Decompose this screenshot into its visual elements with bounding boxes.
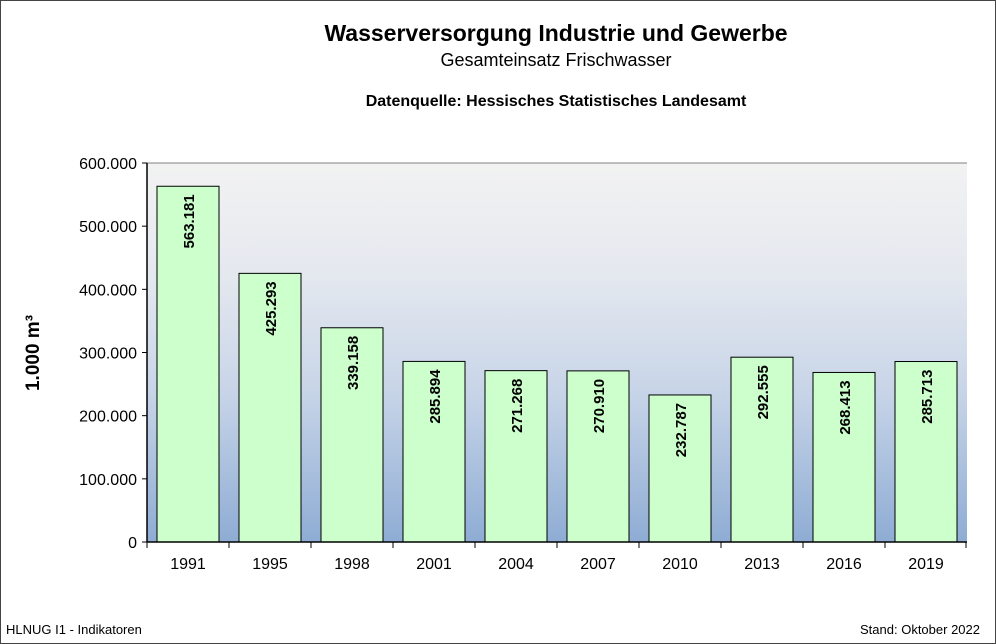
data-label: 425.293: [263, 281, 280, 335]
x-tick-label: 1991: [170, 556, 206, 573]
bar: [238, 272, 302, 543]
footer-left: HLNUG I1 - Indikatoren: [6, 622, 142, 637]
data-label: 270.910: [591, 379, 608, 433]
data-label: 292.555: [755, 365, 772, 419]
footer-right: Stand: Oktober 2022: [860, 622, 980, 637]
y-tick-label: 0: [128, 535, 137, 552]
chart-subtitle: Gesamteinsatz Frischwasser: [440, 50, 672, 70]
data-label: 563.181: [181, 194, 198, 248]
data-label: 271.268: [509, 379, 526, 433]
y-tick-label: 200.000: [79, 409, 137, 426]
data-label: 268.413: [837, 380, 854, 434]
x-tick-label: 2010: [662, 556, 698, 573]
x-tick-label: 2007: [580, 556, 616, 573]
bar: [648, 394, 712, 543]
bar: [402, 360, 466, 543]
chart-title: Wasserversorgung Industrie und Gewerbe: [324, 20, 788, 46]
bar: [484, 370, 548, 543]
bar: [566, 370, 630, 543]
x-tick-label: 1998: [334, 556, 370, 573]
bar: [812, 371, 876, 543]
x-tick-label: 2013: [744, 556, 780, 573]
bar: [320, 327, 384, 543]
x-tick-label: 2016: [826, 556, 862, 573]
data-label: 285.894: [427, 369, 444, 424]
bar: [730, 356, 794, 543]
bar: [894, 361, 958, 543]
x-tick-label: 1995: [252, 556, 288, 573]
x-tick-label: 2004: [498, 556, 534, 573]
data-label: 339.158: [345, 336, 362, 390]
x-tick-label: 2001: [416, 556, 452, 573]
data-label: 285.713: [919, 370, 936, 424]
y-tick-label: 300.000: [79, 346, 137, 363]
x-tick-label: 2019: [908, 556, 944, 573]
y-tick-label: 500.000: [79, 219, 137, 236]
data-source: Datenquelle: Hessisches Statistisches La…: [365, 93, 747, 110]
y-tick-label: 600.000: [79, 156, 137, 173]
y-tick-label: 400.000: [79, 282, 137, 299]
y-tick-label: 100.000: [79, 472, 137, 489]
data-label: 232.787: [673, 403, 690, 457]
